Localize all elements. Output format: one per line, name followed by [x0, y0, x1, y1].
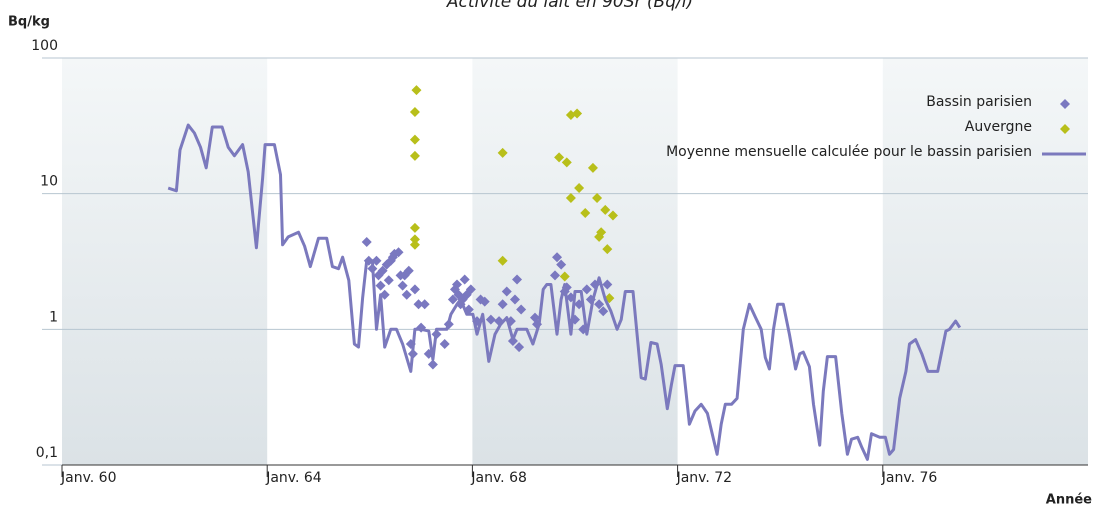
scatter-point	[409, 150, 420, 161]
scatter-point	[594, 299, 605, 310]
scatter-point	[559, 271, 570, 282]
scatter-point	[411, 85, 422, 96]
scatter-point	[580, 208, 591, 219]
scatter-point	[452, 279, 463, 290]
legend-swatch	[1060, 99, 1070, 109]
scatter-point	[409, 239, 420, 250]
scatter-point	[602, 244, 613, 255]
scatter-point	[602, 279, 613, 290]
background-band	[62, 58, 268, 465]
scatter-point	[409, 284, 420, 295]
y-tick-label: 0,1	[36, 445, 58, 461]
scatter-point	[419, 299, 430, 310]
background-band	[882, 58, 1088, 465]
scatter-point	[549, 270, 560, 281]
scatter-point	[514, 342, 525, 353]
scatter-point	[439, 338, 450, 349]
scatter-point	[581, 284, 592, 295]
scatter-point	[552, 252, 563, 263]
scatter-point	[401, 289, 412, 300]
x-tick-label: Janv. 68	[470, 470, 527, 486]
scatter-point	[572, 108, 583, 119]
scatter-point	[497, 299, 508, 310]
scatter-point	[561, 157, 572, 168]
scatter-point	[501, 286, 512, 297]
scatter-point	[485, 314, 496, 325]
scatter-point	[598, 306, 609, 317]
scatter-point	[413, 299, 424, 310]
scatter-point	[556, 259, 567, 270]
x-tick-label: Janv. 76	[881, 470, 938, 486]
x-tick-label: Janv. 60	[60, 470, 117, 486]
scatter-point	[574, 183, 585, 194]
scatter-point	[409, 134, 420, 145]
chart-title: Activité du lait en 90Sr (Bq/l)	[446, 0, 693, 12]
series-line	[167, 123, 962, 461]
scatter-point	[587, 162, 598, 173]
scatter-point	[403, 265, 414, 276]
scatter-point	[554, 152, 565, 163]
y-axis-label: Bq/kg	[8, 15, 50, 30]
y-tick-label: 10	[40, 174, 58, 190]
scatter-point	[447, 294, 458, 305]
x-axis-label: Année	[1046, 493, 1092, 506]
legend-swatch	[1060, 124, 1070, 134]
scatter-point	[427, 359, 438, 370]
x-tick-label: Janv. 72	[676, 470, 733, 486]
y-tick-label: 1	[49, 309, 58, 325]
scatter-point	[479, 296, 490, 307]
scatter-point	[383, 275, 394, 286]
scatter-point	[375, 280, 386, 291]
scatter-point	[459, 274, 470, 285]
scatter-point	[594, 231, 605, 242]
scatter-point	[377, 265, 388, 276]
scatter-point	[409, 234, 420, 245]
scatter-point	[592, 192, 603, 203]
legend-label: Bassin parisien	[926, 94, 1032, 110]
legend-label: Auvergne	[965, 119, 1032, 135]
scatter-point	[516, 304, 527, 315]
scatter-point	[497, 255, 508, 266]
x-tick-label: Janv. 64	[265, 470, 322, 486]
scatter-point	[361, 237, 372, 248]
scatter-point	[393, 247, 404, 258]
scatter-point	[509, 294, 520, 305]
legend-label: Moyenne mensuelle calculée pour le bassi…	[666, 144, 1032, 160]
scatter-point	[465, 284, 476, 295]
scatter-point	[497, 147, 508, 158]
scatter-point	[565, 192, 576, 203]
scatter-point	[409, 106, 420, 117]
scatter-point	[600, 204, 611, 215]
y-tick-label: 100	[31, 38, 58, 54]
scatter-point	[409, 222, 420, 233]
scatter-point	[512, 274, 523, 285]
scatter-point	[397, 280, 408, 291]
scatter-point	[607, 210, 618, 221]
